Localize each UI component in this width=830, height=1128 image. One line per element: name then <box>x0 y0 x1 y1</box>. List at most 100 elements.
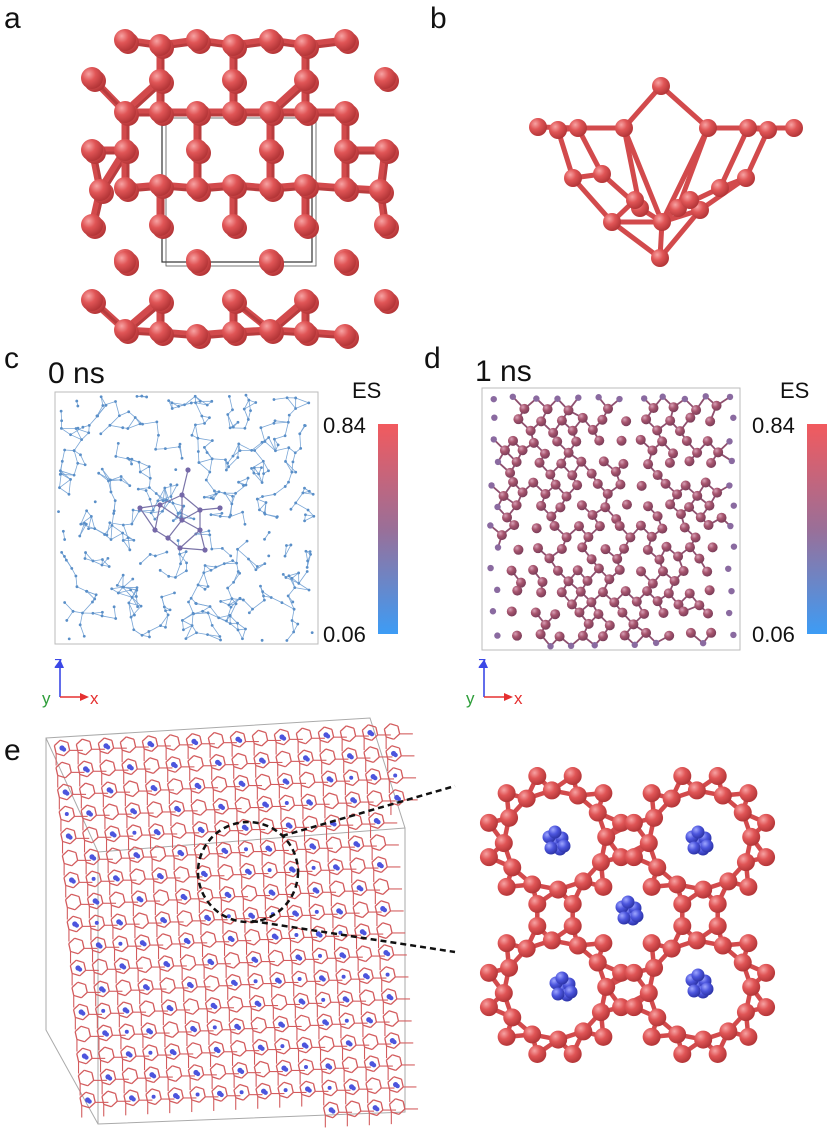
guest-molecule <box>206 916 211 922</box>
guest-molecule <box>213 1004 218 1010</box>
guest-molecule <box>385 951 391 957</box>
bond <box>209 941 217 948</box>
bond <box>215 955 219 964</box>
bond <box>76 586 87 592</box>
bond <box>297 1058 305 1066</box>
bond <box>123 1095 127 1104</box>
bond <box>283 866 287 875</box>
bond <box>118 589 131 594</box>
bond <box>142 922 149 929</box>
bond <box>255 1074 264 1078</box>
bond <box>224 943 233 947</box>
bond <box>107 781 116 785</box>
bond <box>348 1022 355 1030</box>
molecule <box>505 467 516 478</box>
molecule <box>506 606 517 617</box>
molecule <box>227 603 231 607</box>
bond <box>68 943 72 952</box>
bond <box>255 961 263 968</box>
molecule <box>168 608 172 612</box>
molecule <box>229 605 233 609</box>
bond <box>393 1076 402 1080</box>
molecule <box>65 619 69 622</box>
bond <box>143 1066 151 1073</box>
molecule <box>286 420 290 424</box>
molecule <box>728 587 735 595</box>
bond <box>329 880 336 887</box>
bond <box>374 812 383 816</box>
bond <box>93 980 101 988</box>
bond <box>330 814 339 818</box>
bond <box>149 757 158 761</box>
molecule <box>672 489 683 500</box>
bond <box>369 840 373 849</box>
bond <box>384 1023 393 1028</box>
bond <box>208 919 215 926</box>
bond <box>350 757 358 764</box>
bond <box>79 1097 83 1106</box>
atom <box>651 249 669 267</box>
molecule <box>117 414 121 418</box>
bond <box>197 437 213 441</box>
bond <box>294 587 310 591</box>
atom <box>574 872 593 891</box>
bond <box>299 433 302 449</box>
bond <box>76 959 85 964</box>
bond <box>113 957 121 964</box>
bond <box>111 740 115 749</box>
bond <box>196 632 208 636</box>
bond <box>211 547 223 550</box>
bond <box>343 769 350 776</box>
bond <box>70 426 84 436</box>
bond <box>201 1066 205 1076</box>
bond <box>154 511 163 520</box>
bond <box>59 796 68 801</box>
bond <box>265 896 274 901</box>
atom <box>591 853 610 872</box>
bond <box>143 1072 147 1081</box>
bond <box>258 1005 266 1012</box>
bond <box>243 399 250 410</box>
bond <box>213 1098 222 1102</box>
bond <box>60 473 71 480</box>
guest-molecule <box>307 1088 312 1093</box>
bond <box>328 994 332 1003</box>
atom <box>114 139 136 161</box>
molecule <box>169 483 173 487</box>
bond <box>63 783 72 788</box>
bond <box>343 1078 351 1085</box>
molecule <box>94 593 98 597</box>
molecule <box>583 618 594 629</box>
panel-label-d: d <box>424 342 441 375</box>
atom <box>681 191 699 209</box>
molecule <box>283 485 287 488</box>
bond <box>347 835 355 842</box>
bond <box>349 857 357 864</box>
bond <box>222 756 226 765</box>
molecule <box>80 438 84 442</box>
bond <box>293 983 302 988</box>
bond <box>88 920 92 929</box>
bond <box>310 752 314 761</box>
bond <box>385 966 394 970</box>
bond <box>368 999 376 1006</box>
bond <box>238 832 247 836</box>
molecule <box>487 564 494 572</box>
bond <box>283 772 292 777</box>
atom <box>149 34 171 56</box>
molecule <box>539 448 550 459</box>
zoom-line-top <box>281 784 456 838</box>
molecule <box>603 403 614 414</box>
bond <box>293 819 297 828</box>
bond <box>280 807 289 812</box>
bond <box>222 935 226 944</box>
molecule <box>67 637 71 641</box>
atom <box>652 77 670 95</box>
bond <box>320 1048 329 1053</box>
bond <box>316 1013 324 1021</box>
bond <box>170 813 179 817</box>
bond <box>93 892 102 897</box>
guest-molecule <box>291 868 296 873</box>
molecule <box>298 432 302 436</box>
molecule <box>702 393 709 400</box>
